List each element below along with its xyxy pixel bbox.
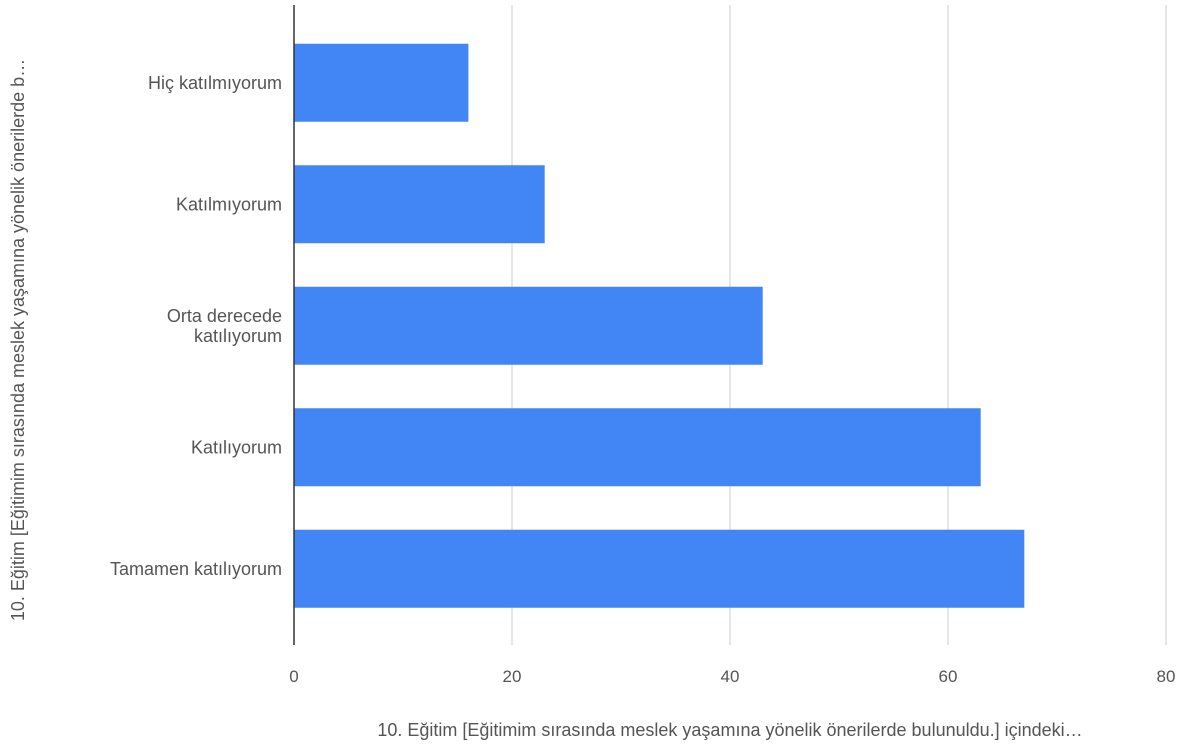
bar <box>294 286 763 365</box>
x-tick-label: 40 <box>721 667 740 686</box>
x-tick-label: 60 <box>939 667 958 686</box>
category-label: Orta derecede <box>167 306 282 326</box>
x-tick-label: 0 <box>289 667 298 686</box>
y-axis-title: 10. Eğitim [Eğitimim sırasında meslek ya… <box>8 59 28 621</box>
category-label: Katılmıyorum <box>176 194 282 214</box>
labels: 0 20 40 60 80 Hiç katılmıyorum Katılmıyorum Ort… <box>8 59 1175 740</box>
bars <box>294 43 1025 608</box>
bar <box>294 43 469 122</box>
category-label: Tamamen katılıyorum <box>110 559 282 579</box>
bar <box>294 529 1025 608</box>
x-tick-label: 20 <box>503 667 522 686</box>
x-axis-title: 10. Eğitim [Eğitimim sırasında meslek ya… <box>377 720 1082 740</box>
category-label: Katılıyorum <box>191 437 282 457</box>
category-label: katılıyorum <box>194 326 282 346</box>
x-tick-label: 80 <box>1157 667 1176 686</box>
category-label: Hiç katılmıyorum <box>148 73 282 93</box>
bar <box>294 408 981 487</box>
bar <box>294 165 545 244</box>
